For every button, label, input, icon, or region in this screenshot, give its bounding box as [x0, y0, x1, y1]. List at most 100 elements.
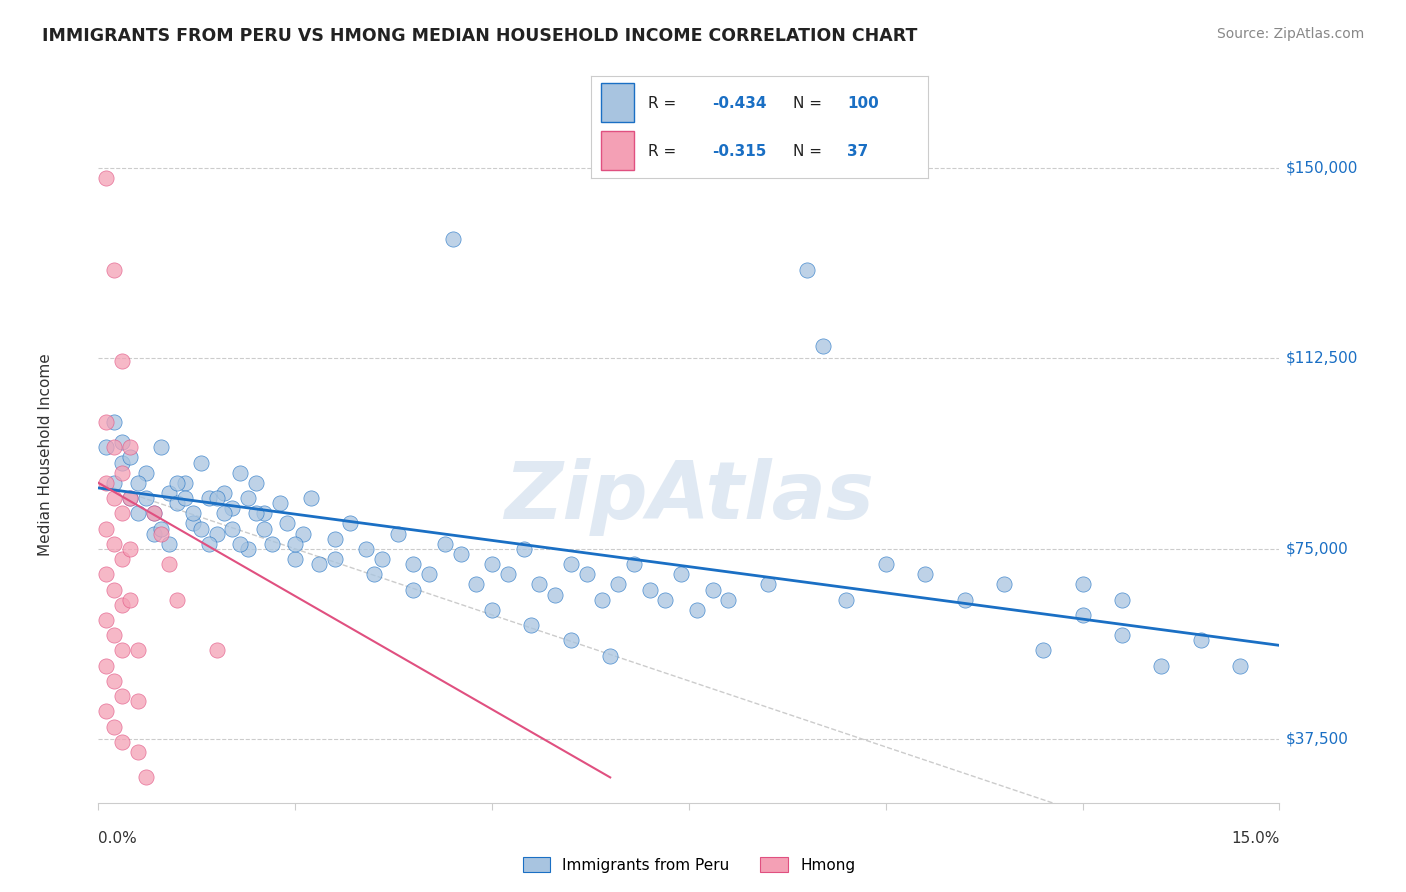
Point [1229, 658, 1251, 673]
Point [197, 537, 219, 551]
Point [544, 588, 567, 602]
Point [118, 450, 141, 465]
Point [339, 516, 361, 531]
Text: N =: N = [793, 95, 827, 111]
Point [96, 567, 118, 582]
Point [127, 506, 149, 520]
Point [292, 526, 315, 541]
Point [96, 415, 118, 429]
Point [496, 567, 519, 582]
Point [654, 592, 676, 607]
Point [205, 526, 228, 541]
Point [118, 491, 141, 505]
Point [560, 557, 582, 571]
Point [560, 633, 582, 648]
Point [111, 456, 134, 470]
Point [96, 522, 118, 536]
Point [118, 440, 141, 454]
Point [953, 592, 976, 607]
Point [575, 567, 598, 582]
Point [111, 643, 134, 657]
Point [623, 557, 645, 571]
Point [118, 491, 141, 505]
Point [96, 613, 118, 627]
FancyBboxPatch shape [600, 83, 634, 122]
Point [142, 506, 165, 520]
Point [529, 577, 551, 591]
Point [253, 522, 276, 536]
Point [166, 496, 188, 510]
Point [284, 552, 307, 566]
Point [157, 557, 180, 571]
Point [875, 557, 897, 571]
Point [669, 567, 692, 582]
Point [111, 466, 134, 480]
Point [599, 648, 621, 663]
Point [221, 522, 243, 536]
Point [686, 603, 709, 617]
Point [135, 466, 157, 480]
Point [1150, 658, 1173, 673]
Point [450, 547, 472, 561]
Text: N =: N = [793, 144, 827, 159]
Point [914, 567, 936, 582]
Point [717, 592, 740, 607]
Text: $112,500: $112,500 [1285, 351, 1358, 366]
Point [96, 171, 118, 186]
Legend: Immigrants from Peru, Hmong: Immigrants from Peru, Hmong [516, 850, 862, 879]
Point [236, 491, 259, 505]
Text: Source: ZipAtlas.com: Source: ZipAtlas.com [1216, 27, 1364, 41]
Point [433, 537, 456, 551]
Point [214, 486, 236, 500]
Point [638, 582, 661, 597]
Point [118, 592, 141, 607]
Point [245, 506, 267, 520]
Text: IMMIGRANTS FROM PERU VS HMONG MEDIAN HOUSEHOLD INCOME CORRELATION CHART: IMMIGRANTS FROM PERU VS HMONG MEDIAN HOU… [42, 27, 918, 45]
Point [135, 491, 157, 505]
Point [111, 552, 134, 566]
Point [402, 557, 425, 571]
Point [811, 339, 834, 353]
Point [323, 532, 346, 546]
Point [481, 557, 503, 571]
Point [402, 582, 425, 597]
Point [512, 541, 534, 556]
Point [111, 598, 134, 612]
Point [181, 506, 204, 520]
Point [418, 567, 440, 582]
Point [796, 262, 818, 277]
Point [111, 689, 134, 703]
Point [103, 628, 125, 642]
Point [481, 603, 503, 617]
Text: ZipAtlas: ZipAtlas [503, 458, 875, 536]
Point [260, 537, 283, 551]
Point [1071, 577, 1094, 591]
Point [96, 440, 118, 454]
Point [363, 567, 385, 582]
Point [236, 541, 259, 556]
Text: $75,000: $75,000 [1285, 541, 1348, 557]
Text: 37: 37 [846, 144, 869, 159]
Point [96, 658, 118, 673]
Point [308, 557, 330, 571]
FancyBboxPatch shape [600, 131, 634, 170]
Point [299, 491, 322, 505]
Point [1032, 643, 1054, 657]
Point [1111, 628, 1133, 642]
Point [96, 705, 118, 719]
Point [103, 673, 125, 688]
Point [103, 537, 125, 551]
Point [166, 475, 188, 490]
Point [371, 552, 394, 566]
Point [127, 475, 149, 490]
Point [174, 475, 197, 490]
Point [127, 643, 149, 657]
Text: 100: 100 [846, 95, 879, 111]
Text: Median Household Income: Median Household Income [38, 353, 53, 557]
Point [229, 466, 252, 480]
Point [387, 526, 409, 541]
Point [465, 577, 488, 591]
Point [323, 552, 346, 566]
Point [142, 526, 165, 541]
Point [835, 592, 858, 607]
